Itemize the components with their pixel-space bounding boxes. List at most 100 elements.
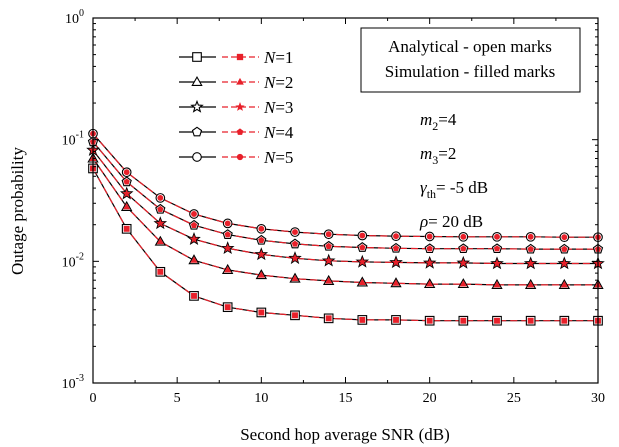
param-m2: m2=4 [420, 110, 457, 133]
simulation-marker-n4 [190, 221, 198, 228]
simulation-marker-n1 [359, 316, 366, 323]
simulation-marker-n3 [223, 243, 233, 253]
legend: N=1 N=2 N=3 N=4 N=5 [179, 48, 294, 167]
simulation-marker-n1 [123, 225, 130, 232]
simulation-marker-n1 [325, 315, 332, 322]
simulation-marker-n1 [460, 317, 467, 324]
param-m3: m3=2 [420, 144, 456, 167]
simulation-marker-n1 [527, 317, 534, 324]
x-axis-title: Second hop average SNR (dB) [240, 425, 450, 444]
analytical-line-n1 [92, 168, 598, 322]
simulation-marker-n5 [527, 233, 534, 240]
legend-analytical-marker [192, 152, 202, 162]
x-tick-label: 15 [339, 391, 353, 406]
simulation-marker-n2 [257, 271, 265, 278]
simulation-marker-n3 [425, 258, 435, 267]
simulation-marker-n5 [123, 169, 130, 176]
simulation-marker-n4 [460, 245, 467, 252]
simulation-marker-n4 [157, 205, 164, 212]
simulation-marker-n5 [393, 233, 399, 240]
param-rho: ρ= 20 dB [419, 212, 483, 231]
legend-analytical-marker [192, 52, 202, 62]
simulation-marker-n2 [224, 266, 232, 273]
legend-label-n3: N=3 [263, 98, 293, 117]
simulation-marker-n3 [526, 258, 536, 268]
x-tick-label: 5 [174, 391, 181, 406]
annotation-box [360, 27, 581, 93]
y-axis-title: Outage probability [8, 147, 27, 275]
simulation-marker-n2 [560, 281, 568, 288]
legend-label-n5: N=5 [263, 148, 293, 167]
simulation-marker-n5 [426, 233, 433, 240]
simulation-line-n5 [92, 133, 598, 238]
simulation-marker-n5 [359, 232, 366, 239]
y-tick-label: 10-2 [62, 251, 84, 270]
legend-simulation-marker [236, 77, 244, 85]
y-tick-label: 10-3 [62, 373, 84, 392]
simulation-marker-n4 [392, 244, 400, 251]
data-marks [86, 128, 605, 326]
simulation-marker-n2 [527, 281, 535, 288]
annotation-analytical: Analytical - open marks [388, 37, 552, 56]
simulation-marker-n2 [426, 280, 434, 287]
annotation-simulation: Simulation - filled marks [385, 62, 555, 81]
y-tick-label: 100 [65, 8, 84, 27]
simulation-marker-n4 [123, 178, 130, 185]
legend-analytical-marker [191, 75, 203, 86]
simulation-marker-n5 [325, 231, 332, 238]
analytical-line-n4 [92, 141, 598, 250]
simulation-marker-n2 [392, 279, 400, 286]
simulation-marker-n5 [258, 225, 265, 232]
simulation-marker-n5 [224, 220, 231, 227]
simulation-line-n4 [92, 141, 598, 250]
simulation-marker-n4 [325, 242, 332, 249]
simulation-marker-n5 [561, 234, 568, 241]
x-tick-label: 10 [254, 391, 268, 406]
simulation-marker-n2 [459, 280, 467, 287]
simulation-marker-n3 [155, 218, 165, 228]
legend-simulation-marker [235, 101, 245, 111]
simulation-marker-n1 [426, 317, 433, 324]
x-tick-label: 0 [90, 391, 97, 406]
simulation-marker-n3 [324, 256, 334, 265]
simulation-marker-n1 [292, 312, 298, 319]
simulation-marker-n4 [224, 231, 231, 238]
simulation-marker-n3 [189, 234, 199, 243]
simulation-marker-n2 [325, 277, 333, 284]
simulation-marker-n4 [291, 240, 299, 247]
simulation-marker-n5 [191, 211, 197, 217]
simulation-marker-n1 [224, 304, 231, 311]
simulation-marker-n4 [258, 236, 265, 243]
legend-label-n1: N=1 [263, 48, 293, 67]
simulation-marker-n3 [492, 258, 502, 268]
simulation-marker-n4 [359, 244, 366, 251]
x-tick-label: 30 [591, 391, 605, 406]
legend-label-n2: N=2 [263, 73, 293, 92]
simulation-marker-n3 [256, 249, 266, 259]
x-tick-label: 20 [423, 391, 437, 406]
simulation-marker-n5 [292, 229, 298, 236]
legend-simulation-marker [236, 153, 244, 161]
simulation-line-n2 [92, 158, 598, 286]
simulation-marker-n2 [291, 274, 299, 282]
legend-simulation-marker [236, 53, 244, 61]
param-gamma-th: γth= -5 dB [420, 178, 488, 201]
y-tick-label: 10-1 [62, 130, 84, 149]
x-tick-label: 25 [507, 391, 521, 406]
simulation-line-n3 [92, 149, 598, 265]
simulation-marker-n2 [493, 281, 501, 288]
simulation-marker-n4 [493, 245, 501, 252]
simulation-marker-n3 [559, 258, 569, 268]
simulation-marker-n3 [458, 258, 468, 267]
simulation-marker-n5 [157, 194, 164, 201]
simulation-marker-n1 [258, 309, 265, 316]
simulation-marker-n1 [157, 268, 164, 275]
legend-simulation-marker [236, 128, 244, 135]
simulation-marker-n4 [426, 245, 433, 252]
simulation-marker-n1 [494, 317, 500, 324]
legend-analytical-marker [190, 99, 204, 113]
simulation-marker-n4 [527, 245, 534, 252]
simulation-marker-n4 [561, 245, 568, 252]
analytical-line-n2 [92, 158, 598, 286]
